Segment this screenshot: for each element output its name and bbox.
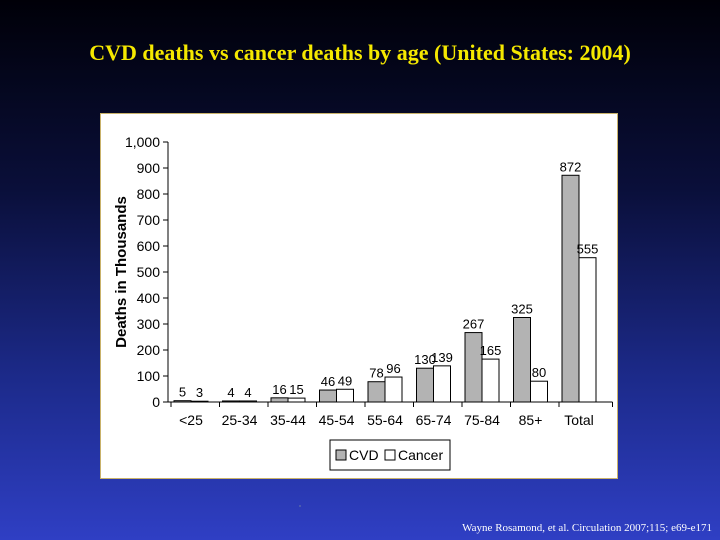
bar-value-label: 4 bbox=[244, 385, 251, 400]
legend-swatch-cvd bbox=[335, 449, 347, 461]
bar-value-label: 872 bbox=[560, 159, 582, 174]
bar-value-label: 555 bbox=[577, 242, 599, 257]
y-tick-label: 800 bbox=[137, 186, 161, 202]
bar-cancer bbox=[481, 358, 500, 403]
bar-chart: 0 100 200 300 400 500 600 700 800 900 1,000 Deaths … bbox=[113, 134, 613, 471]
legend-label-cancer: Cancer bbox=[398, 447, 443, 463]
x-category-label: 25-34 bbox=[222, 412, 258, 428]
bar-value-label: 16 bbox=[272, 382, 286, 397]
bar-value-label: 325 bbox=[511, 302, 533, 317]
x-category-label: 55-64 bbox=[367, 412, 403, 428]
bar-cancer bbox=[530, 380, 548, 403]
stray-dot bbox=[299, 505, 301, 507]
chart-panel: 0 100 200 300 400 500 600 700 800 900 1,000 Deaths … bbox=[100, 113, 618, 479]
bar-value-label: 130 bbox=[414, 352, 436, 367]
bar-value-label: 96 bbox=[386, 361, 400, 376]
x-category-label: 85+ bbox=[519, 412, 543, 428]
y-tick-label: 1,000 bbox=[125, 134, 160, 150]
x-category-label: Total bbox=[564, 412, 594, 428]
bar-value-label: 267 bbox=[463, 317, 485, 332]
y-tick-label: 300 bbox=[137, 316, 161, 332]
y-tick-label: 500 bbox=[137, 264, 161, 280]
x-category-label: 45-54 bbox=[319, 412, 355, 428]
legend-swatch-cancer bbox=[384, 449, 396, 461]
bar-value-label: 4 bbox=[227, 385, 234, 400]
bar-cvd bbox=[367, 381, 386, 403]
x-category-label: 35-44 bbox=[270, 412, 306, 428]
x-category-label: <25 bbox=[179, 412, 203, 428]
y-tick-label: 200 bbox=[137, 342, 161, 358]
bar-cancer bbox=[384, 376, 403, 403]
bar-cancer bbox=[287, 397, 306, 403]
y-tick-label: 600 bbox=[137, 238, 161, 254]
bar-cancer bbox=[239, 400, 257, 403]
y-tick-label: 100 bbox=[137, 368, 161, 384]
bar-value-label: 165 bbox=[480, 343, 502, 358]
bar-value-label: 80 bbox=[532, 365, 546, 380]
bar-cancer bbox=[190, 400, 209, 403]
bar-cancer bbox=[578, 257, 597, 403]
bar-cancer bbox=[336, 388, 354, 403]
y-tick-label: 900 bbox=[137, 160, 161, 176]
bar-value-label: 46 bbox=[321, 374, 335, 389]
bar-cancer bbox=[433, 365, 451, 403]
bar-cvd bbox=[270, 397, 289, 403]
bar-cvd bbox=[173, 400, 192, 403]
slide-title: CVD deaths vs cancer deaths by age (Unit… bbox=[89, 40, 631, 65]
bar-cvd bbox=[319, 389, 337, 403]
legend-label-cvd: CVD bbox=[349, 447, 379, 463]
y-tick-label: 700 bbox=[137, 212, 161, 228]
bar-cvd bbox=[561, 174, 580, 403]
y-tick-label: 0 bbox=[152, 394, 160, 410]
citation: Wayne Rosamond, et al. Circulation 2007;… bbox=[462, 522, 712, 534]
x-category-label: 75-84 bbox=[464, 412, 500, 428]
bar-value-label: 3 bbox=[196, 385, 203, 400]
y-tick-label: 400 bbox=[137, 290, 161, 306]
y-axis-label: Deaths in Thousands bbox=[113, 196, 130, 348]
bar-value-label: 15 bbox=[289, 382, 303, 397]
bar-value-label: 5 bbox=[179, 385, 186, 400]
bar-cvd bbox=[513, 317, 531, 403]
bar-value-label: 49 bbox=[338, 373, 352, 388]
bar-value-label: 139 bbox=[431, 350, 453, 365]
bar-cvd bbox=[416, 367, 434, 403]
bar-value-label: 78 bbox=[369, 366, 383, 381]
bar-cvd bbox=[222, 400, 240, 403]
x-category-label: 65-74 bbox=[416, 412, 452, 428]
